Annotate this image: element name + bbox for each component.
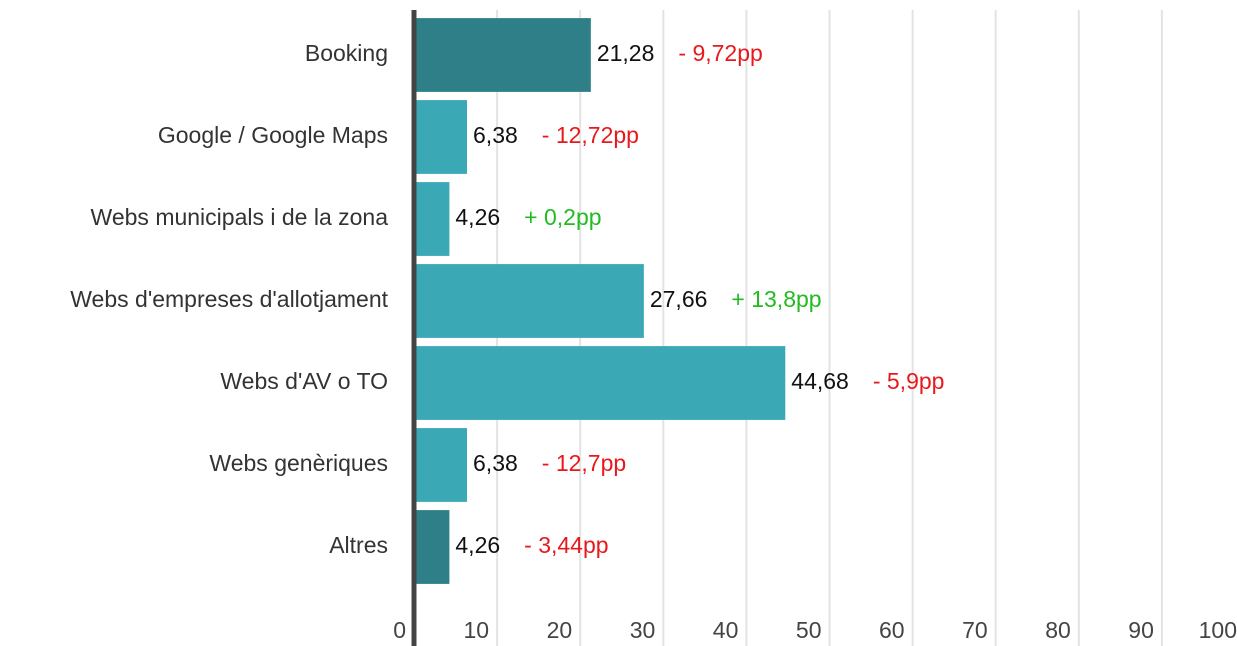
x-tick-label: 70 bbox=[962, 617, 988, 643]
x-tick-label: 90 bbox=[1128, 617, 1154, 643]
bar bbox=[414, 428, 468, 502]
x-tick-label: 0 bbox=[393, 617, 406, 643]
x-tick-label: 60 bbox=[879, 617, 905, 643]
y-tick-label: Altres bbox=[329, 532, 388, 558]
y-tick-label: Webs municipals i de la zona bbox=[91, 204, 389, 230]
value-label: 4,26 bbox=[455, 204, 500, 230]
value-label: 6,38 bbox=[473, 450, 518, 476]
x-tick-label: 20 bbox=[547, 617, 573, 643]
value-label: 6,38 bbox=[473, 122, 518, 148]
bar bbox=[414, 100, 468, 174]
x-tick-label: 80 bbox=[1045, 617, 1071, 643]
bar bbox=[414, 18, 591, 92]
bar bbox=[414, 346, 786, 420]
value-label: 27,66 bbox=[650, 286, 708, 312]
x-tick-label: 10 bbox=[464, 617, 490, 643]
change-annotation: - 12,7pp bbox=[542, 450, 626, 476]
change-annotation: + 0,2pp bbox=[524, 204, 601, 230]
x-tick-label: 30 bbox=[630, 617, 656, 643]
x-tick-label: 50 bbox=[796, 617, 822, 643]
bar bbox=[414, 182, 450, 256]
value-label: 4,26 bbox=[455, 532, 500, 558]
y-tick-label: Webs genèriques bbox=[209, 450, 388, 476]
y-tick-label: Booking bbox=[305, 40, 388, 66]
x-tick-label: 40 bbox=[713, 617, 739, 643]
bar bbox=[414, 510, 450, 584]
y-tick-label: Webs d'AV o TO bbox=[220, 368, 388, 394]
y-tick-label: Google / Google Maps bbox=[158, 122, 388, 148]
y-tick-label: Webs d'empreses d'allotjament bbox=[70, 286, 388, 312]
bar bbox=[414, 264, 644, 338]
change-annotation: - 12,72pp bbox=[542, 122, 639, 148]
change-annotation: - 5,9pp bbox=[873, 368, 945, 394]
change-annotation: - 9,72pp bbox=[678, 40, 762, 66]
value-label: 21,28 bbox=[597, 40, 655, 66]
x-tick-label: 100 bbox=[1199, 617, 1237, 643]
value-label: 44,68 bbox=[791, 368, 849, 394]
change-annotation: - 3,44pp bbox=[524, 532, 608, 558]
change-annotation: + 13,8pp bbox=[731, 286, 821, 312]
